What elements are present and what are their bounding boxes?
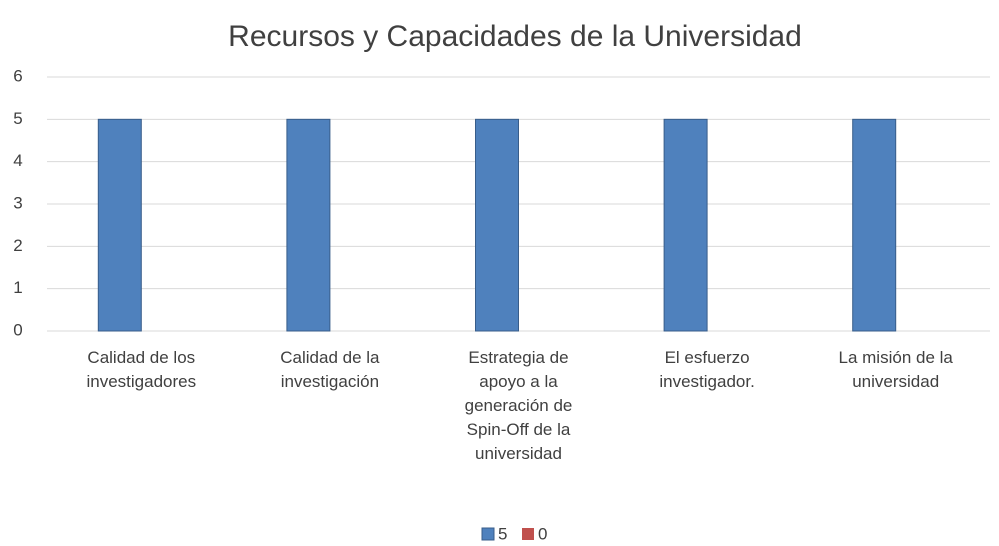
y-tick-label: 2	[13, 236, 22, 255]
y-tick-label: 0	[13, 320, 22, 339]
y-tick-label: 3	[13, 193, 22, 212]
x-tick-label: Estrategia de apoyo a la generación de S…	[464, 348, 573, 463]
y-tick-label: 6	[13, 66, 22, 85]
legend-label: 0	[538, 524, 547, 543]
y-tick-label: 4	[13, 151, 22, 170]
x-tick-label: El esfuerzo investigador.	[659, 348, 755, 391]
legend-swatch	[522, 528, 534, 540]
legend-swatch	[481, 527, 495, 541]
y-tick-label: 5	[13, 109, 22, 128]
x-tick-label: La misión de la universidad	[838, 348, 953, 391]
bar	[286, 118, 331, 332]
bar	[852, 118, 897, 332]
legend-label: 5	[498, 524, 507, 543]
bar	[475, 118, 519, 332]
bar	[97, 118, 142, 332]
bar	[663, 118, 708, 332]
chart-title: Recursos y Capacidades de la Universidad	[228, 20, 802, 53]
x-tick-label: Calidad de los investigadores	[86, 348, 197, 391]
x-tick-label: Calidad de la investigación	[280, 348, 380, 391]
y-tick-label: 1	[13, 278, 22, 297]
